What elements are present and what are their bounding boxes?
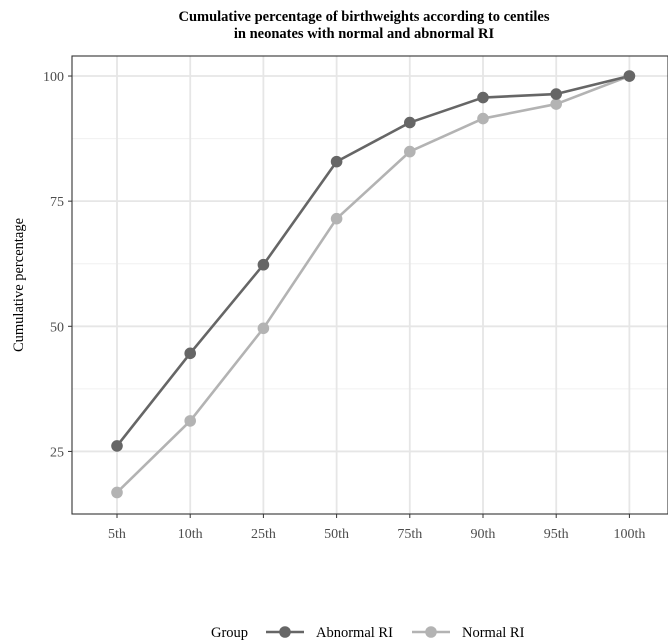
x-axis: 5th 10th 25th 50th 75th 90th 95th 100th — [108, 514, 645, 542]
data-point — [184, 347, 196, 360]
legend-title: Group — [211, 625, 248, 640]
data-point — [550, 88, 562, 100]
data-point — [404, 145, 416, 158]
x-tick-label: 75th — [397, 527, 422, 542]
x-tick-label: 100th — [613, 527, 645, 542]
y-tick-label: 75 — [50, 195, 64, 210]
plot-panel — [72, 56, 668, 514]
y-axis: 25 50 75 100 — [43, 70, 72, 460]
y-tick-label: 25 — [50, 445, 64, 460]
legend: Group Abnormal RI Normal RI — [211, 625, 525, 640]
x-tick-label: 25th — [251, 527, 276, 542]
grid-minor — [72, 138, 668, 390]
data-point — [550, 98, 562, 110]
data-point — [330, 212, 343, 225]
x-tick-label: 90th — [471, 527, 496, 542]
data-point — [404, 116, 416, 129]
x-tick-label: 5th — [108, 527, 126, 542]
x-tick-label: 95th — [544, 527, 569, 542]
data-point — [257, 322, 270, 335]
chart-subtitle: in neonates with normal and abnormal RI — [234, 26, 495, 42]
data-point — [330, 155, 343, 168]
plot-border — [71, 55, 668, 515]
legend-key-marker — [279, 626, 291, 638]
data-point — [111, 486, 123, 499]
legend-label: Abnormal RI — [316, 625, 393, 640]
x-tick-label: 50th — [324, 527, 349, 542]
grid-major — [72, 56, 668, 514]
data-point — [623, 70, 636, 82]
series-layer — [111, 70, 636, 499]
series-line — [116, 74, 630, 494]
series-line — [115, 74, 630, 447]
data-point — [111, 440, 123, 452]
chart-title: Cumulative percentage of birthweights ac… — [178, 9, 549, 25]
y-axis-title: Cumulative percentage — [11, 218, 27, 352]
legend-label: Normal RI — [462, 625, 525, 640]
data-point — [477, 91, 489, 104]
data-point — [184, 415, 196, 427]
data-point — [257, 258, 270, 271]
y-tick-label: 100 — [43, 70, 64, 85]
legend-key-marker — [425, 626, 437, 638]
y-tick-label: 50 — [50, 320, 64, 335]
data-point — [477, 112, 489, 125]
x-tick-label: 10th — [178, 527, 203, 542]
